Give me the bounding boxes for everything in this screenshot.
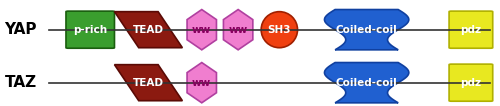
Text: Coiled-coil: Coiled-coil [336,78,398,88]
Polygon shape [324,10,409,50]
Text: Coiled-coil: Coiled-coil [336,25,398,35]
FancyBboxPatch shape [66,11,114,48]
Text: SH3: SH3 [268,25,291,35]
FancyBboxPatch shape [449,11,492,48]
Ellipse shape [261,12,298,48]
Text: TEAD: TEAD [133,78,164,88]
Polygon shape [114,12,182,48]
Polygon shape [187,10,216,50]
Text: p-rich: p-rich [73,25,108,35]
Text: ww: ww [192,78,212,88]
Text: TAZ: TAZ [5,75,37,90]
Text: ww: ww [228,25,248,35]
Text: ww: ww [192,25,212,35]
Text: TEAD: TEAD [133,25,164,35]
Polygon shape [324,63,409,103]
FancyBboxPatch shape [449,64,492,101]
Text: pdz: pdz [460,25,481,35]
Polygon shape [114,65,182,101]
Text: pdz: pdz [460,78,481,88]
Polygon shape [187,63,216,103]
Polygon shape [224,10,253,50]
Text: YAP: YAP [4,22,37,37]
